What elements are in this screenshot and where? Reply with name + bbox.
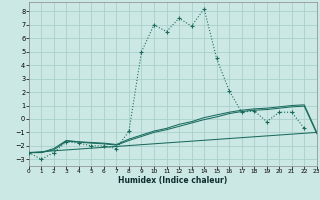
X-axis label: Humidex (Indice chaleur): Humidex (Indice chaleur) (118, 176, 228, 185)
